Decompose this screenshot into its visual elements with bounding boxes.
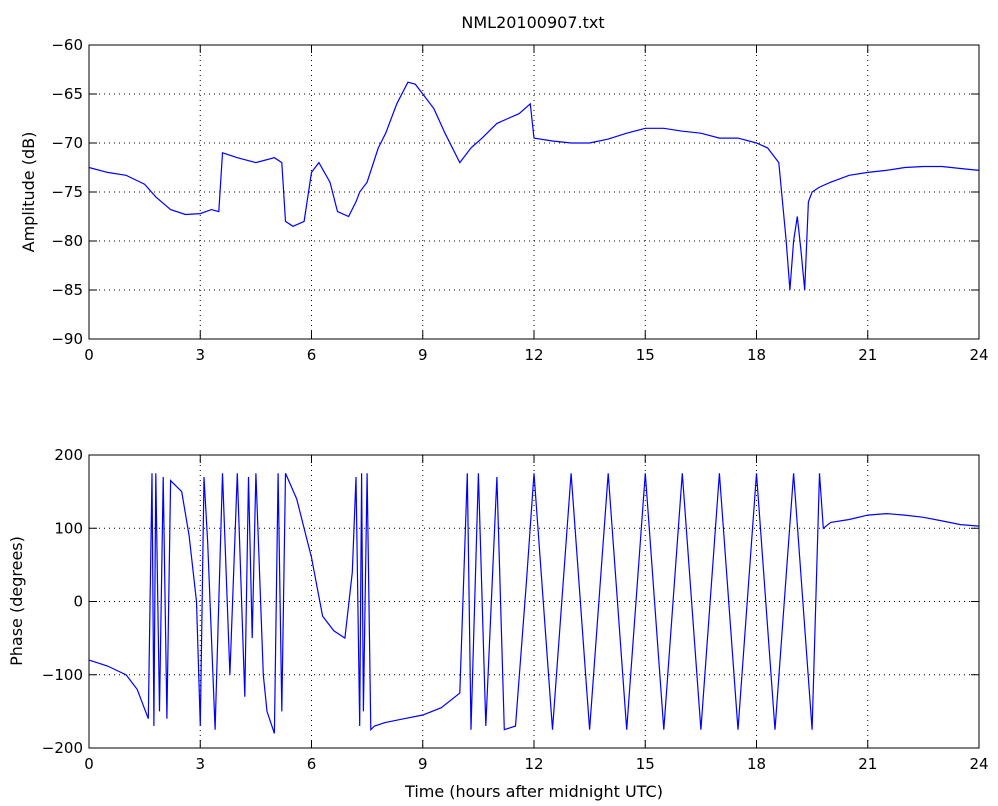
phase-y-tick-label: 200 xyxy=(54,446,83,464)
chart-title: NML20100907.txt xyxy=(461,13,604,32)
amplitude-x-tick-label: 3 xyxy=(195,346,205,364)
phase-y-tick-label: 0 xyxy=(73,593,83,611)
phase-x-axis-label: Time (hours after midnight UTC) xyxy=(404,782,663,801)
phase-y-tick-label: −100 xyxy=(42,666,83,684)
phase-x-tick-label: 18 xyxy=(747,755,766,773)
amplitude-y-tick-label: −80 xyxy=(51,232,83,250)
amplitude-y-tick-label: −85 xyxy=(51,281,83,299)
amplitude-grid xyxy=(89,45,979,339)
amplitude-y-tick-label: −90 xyxy=(51,330,83,348)
amplitude-x-tick-label: 18 xyxy=(747,346,766,364)
phase-x-tick-label: 0 xyxy=(84,755,94,773)
amplitude-x-tick-label: 9 xyxy=(418,346,428,364)
phase-x-tick-label: 15 xyxy=(636,755,655,773)
amplitude-y-axis-label: Amplitude (dB) xyxy=(19,132,38,253)
phase-x-tick-label: 6 xyxy=(307,755,317,773)
phase-panel: 0 3 6 9 12 15 18 21 24 −200 −100 0 100 200 Phase (deg… xyxy=(7,446,989,801)
phase-y-axis-label: Phase (degrees) xyxy=(7,536,26,666)
amplitude-y-tick-label: −75 xyxy=(51,183,83,201)
amplitude-panel: 0 3 6 9 12 15 18 21 24 −90 −85 −80 −75 −70 −65 −60 Ampl… xyxy=(19,36,989,364)
phase-series-line xyxy=(88,473,980,734)
phase-x-tick-label: 9 xyxy=(418,755,428,773)
amplitude-series-line xyxy=(88,81,980,291)
amplitude-ticks: 0 3 6 9 12 15 18 21 24 −90 −85 −80 −75 −70 −65 −60 xyxy=(51,36,988,364)
amplitude-x-tick-label: 24 xyxy=(969,346,988,364)
amplitude-y-tick-label: −70 xyxy=(51,134,83,152)
amplitude-x-tick-label: 21 xyxy=(858,346,877,364)
amplitude-axes-frame xyxy=(88,44,980,340)
phase-x-tick-label: 3 xyxy=(195,755,205,773)
phase-y-tick-label: 100 xyxy=(54,519,83,537)
amplitude-y-tick-label: −65 xyxy=(51,85,83,103)
phase-x-tick-label: 12 xyxy=(524,755,543,773)
phase-axes-frame xyxy=(88,454,980,749)
amplitude-x-tick-label: 12 xyxy=(524,346,543,364)
phase-ticks: 0 3 6 9 12 15 18 21 24 −200 −100 0 100 200 xyxy=(42,446,989,773)
amplitude-x-tick-label: 15 xyxy=(636,346,655,364)
amplitude-y-tick-label: −60 xyxy=(51,36,83,54)
phase-x-tick-label: 21 xyxy=(858,755,877,773)
phase-x-tick-label: 24 xyxy=(969,755,988,773)
amplitude-x-tick-label: 0 xyxy=(84,346,94,364)
amplitude-x-tick-label: 6 xyxy=(307,346,317,364)
phase-grid xyxy=(89,455,979,748)
phase-y-tick-label: −200 xyxy=(42,739,83,757)
